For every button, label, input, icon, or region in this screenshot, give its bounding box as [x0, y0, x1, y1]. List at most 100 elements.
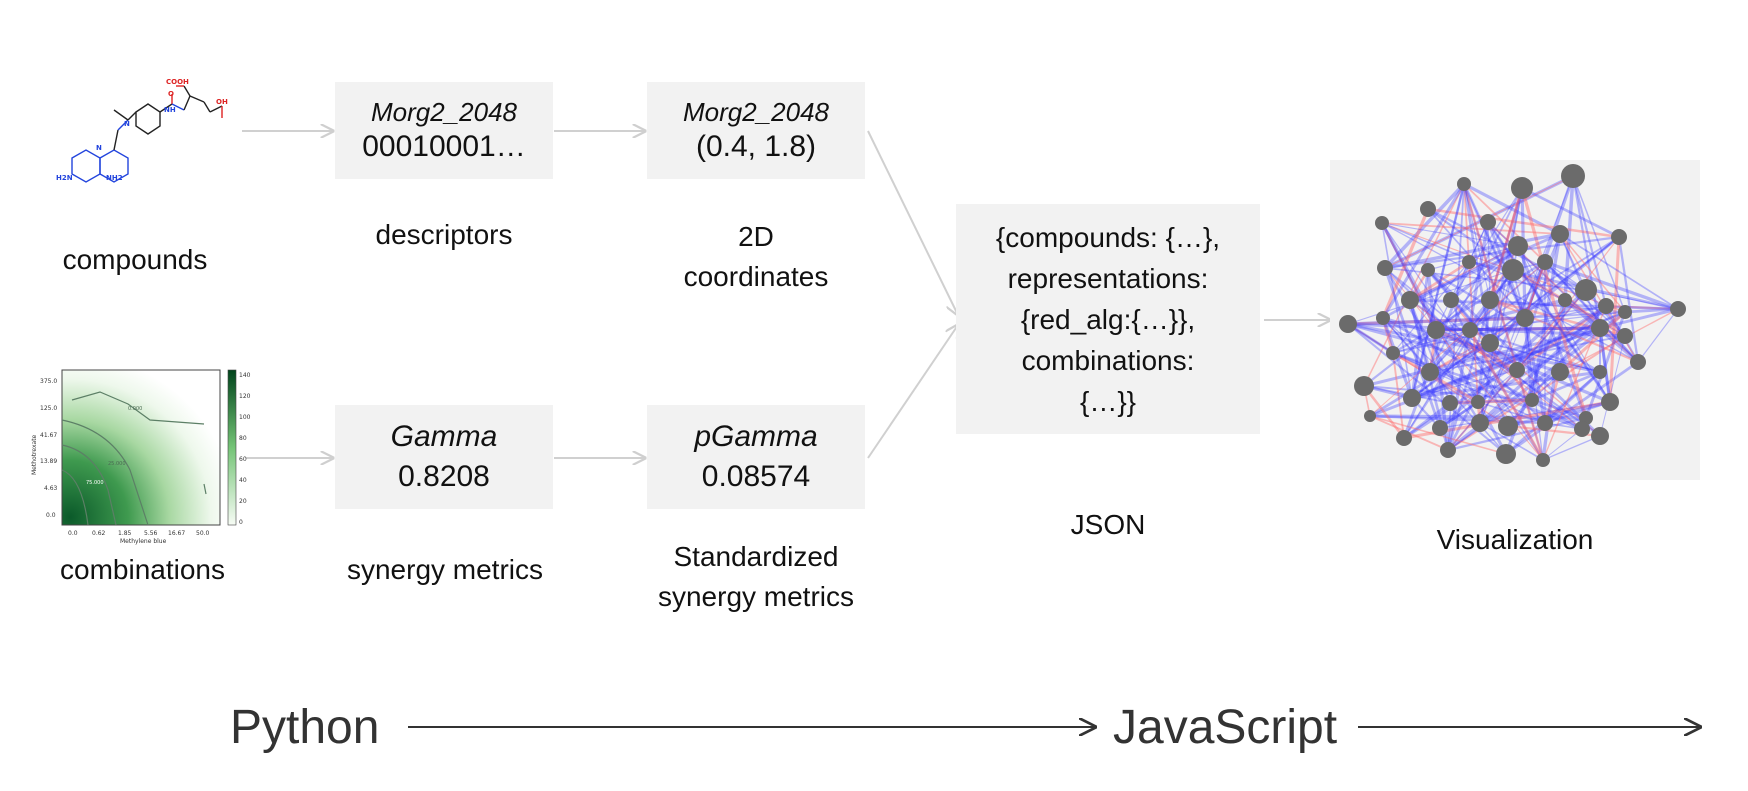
network-edge	[1347, 269, 1514, 325]
json-label: JSON	[1070, 509, 1146, 540]
network-edge	[1489, 342, 1601, 373]
network-edge	[1542, 428, 1583, 461]
network-edge	[1449, 399, 1533, 404]
network-edge	[1381, 183, 1466, 319]
coordinates-title: Morg2_2048	[683, 96, 829, 127]
network-node	[1518, 311, 1532, 325]
network-edge	[1409, 299, 1601, 437]
network-edge	[1489, 269, 1514, 344]
network-edge	[1435, 328, 1518, 372]
network-edge	[1384, 235, 1620, 270]
network-edge	[1383, 182, 1466, 270]
descriptors-box: Morg2_2048 00010001…	[335, 82, 553, 179]
network-node	[1427, 321, 1445, 339]
heatmap-xtick-0: 0.0	[68, 530, 78, 537]
network-edge	[1449, 244, 1520, 302]
network-edge	[1530, 233, 1562, 401]
network-edge	[1427, 208, 1526, 319]
coordinates-label-line2: coordinates	[683, 261, 829, 292]
heatmap-contour-label-1: 25.000	[108, 461, 126, 467]
cbar-tick-3: 80	[239, 435, 247, 442]
network-node	[1432, 420, 1448, 436]
network-edge	[1410, 269, 1430, 399]
network-edge	[1523, 175, 1575, 319]
network-edge	[1523, 261, 1547, 319]
network-edge	[1435, 329, 1601, 373]
network-edge	[1487, 221, 1491, 301]
network-edge	[1479, 422, 1544, 461]
network-edge	[1384, 232, 1561, 270]
heatmap-ytick-1: 125.0	[40, 405, 57, 412]
atom-cooh-2: OH	[216, 98, 228, 106]
arrow-std-to-json	[867, 325, 958, 459]
cbar-tick-2: 100	[239, 414, 251, 421]
network-edge	[1571, 175, 1608, 307]
network-node	[1339, 315, 1357, 333]
network-edge	[1523, 317, 1547, 424]
python-label: Python	[230, 701, 380, 754]
network-edge	[1429, 187, 1523, 373]
network-edge	[1544, 261, 1639, 363]
network-edge	[1571, 175, 1602, 329]
network-node	[1561, 164, 1585, 188]
network-edge	[1429, 329, 1471, 373]
network-edge	[1489, 236, 1620, 344]
network-edge	[1463, 183, 1526, 319]
std-synergy-value: 0.08574	[701, 460, 811, 493]
network-edge	[1384, 267, 1587, 291]
network-edge	[1516, 245, 1588, 419]
network-edge	[1369, 261, 1546, 417]
network-edge	[1462, 183, 1527, 319]
atom-nh2-a: H2N	[56, 174, 73, 182]
network-edge	[1411, 310, 1626, 400]
network-edge	[1599, 335, 1626, 437]
network-edge	[1435, 245, 1519, 331]
network-edge	[1598, 327, 1612, 403]
network-edge	[1382, 316, 1583, 431]
network-edge	[1446, 299, 1492, 451]
network-node	[1537, 254, 1553, 270]
network-edge	[1411, 369, 1518, 399]
network-edge	[1447, 416, 1587, 452]
std-synergy-label-line2: synergy metrics	[657, 581, 855, 612]
network-edge	[1426, 268, 1492, 345]
heatmap-xtick-1: 0.62	[92, 530, 106, 537]
network-edge	[1411, 236, 1620, 399]
network-edge	[1463, 183, 1546, 263]
network-edge	[1469, 329, 1544, 461]
descriptors-label: descriptors	[375, 219, 513, 250]
network-node	[1601, 393, 1619, 411]
network-edge	[1384, 174, 1574, 270]
heatmap-contour-label-2: 75.000	[86, 480, 104, 486]
network-node	[1536, 453, 1550, 467]
network-edge	[1347, 316, 1526, 326]
network-edge	[1524, 317, 1544, 461]
network-edge	[1392, 351, 1587, 420]
network-edge	[1402, 261, 1471, 439]
network-edge	[1383, 267, 1482, 424]
network-edge	[1563, 175, 1575, 301]
network-edge	[1449, 398, 1533, 405]
network-node	[1377, 260, 1393, 276]
network-edge	[1476, 299, 1492, 403]
network-node	[1481, 291, 1499, 309]
json-line-4: {…}}	[1079, 385, 1137, 417]
network-edge	[1409, 245, 1519, 301]
network-node	[1443, 292, 1459, 308]
heatmap-ytick-2: 41.67	[40, 432, 57, 439]
network-node	[1511, 177, 1533, 199]
network-edge	[1410, 183, 1466, 399]
network-edge	[1479, 187, 1523, 424]
network-edge	[1382, 317, 1507, 455]
network-edge	[1507, 400, 1611, 428]
network-edge	[1505, 360, 1639, 456]
network-node	[1574, 421, 1590, 437]
network-node	[1591, 319, 1609, 337]
atom-nh2-b: NH2	[106, 174, 123, 182]
std-synergy-label: Standardized synergy metrics	[630, 537, 882, 617]
network-node	[1525, 393, 1539, 407]
network-edge	[1363, 307, 1679, 388]
cbar-tick-4: 60	[239, 456, 247, 463]
network-edge	[1411, 370, 1601, 400]
